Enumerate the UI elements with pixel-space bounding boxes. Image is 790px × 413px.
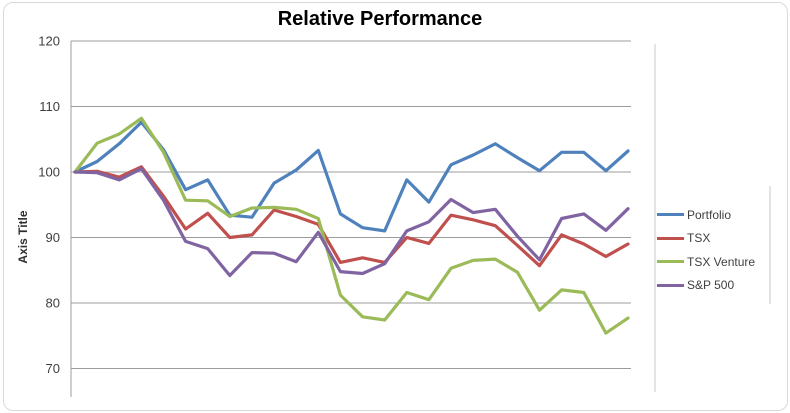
legend-item-s-p-500[interactable]: S&P 500 — [657, 274, 755, 298]
y-tick-label-110: 110 — [39, 99, 60, 114]
legend-swatch-portfolio — [657, 213, 684, 217]
series-line-portfolio[interactable] — [73, 120, 630, 233]
y-tick-label-90: 90 — [46, 230, 60, 245]
series-line-s-p-500[interactable] — [73, 167, 630, 278]
legend-item-portfolio[interactable]: Portfolio — [657, 203, 755, 227]
chart-title: Relative Performance — [277, 8, 483, 30]
legend-label-portfolio: Portfolio — [687, 207, 732, 222]
legend-swatch-tsx-venture — [657, 260, 684, 264]
legend-label-tsx-venture: TSX Venture — [687, 254, 756, 269]
series-line-tsx-venture[interactable] — [73, 116, 630, 335]
y-tick-label-120: 120 — [38, 34, 60, 49]
legend-swatch-tsx — [657, 236, 684, 240]
legend-label-tsx: TSX — [687, 231, 711, 246]
legend-label-s-p-500: S&P 500 — [687, 278, 735, 293]
legend-item-tsx[interactable]: TSX — [657, 227, 755, 251]
chart-legend: Portfolio TSX TSX Venture S&P 500 — [657, 203, 755, 297]
legend-item-tsx-venture[interactable]: TSX Venture — [657, 250, 755, 274]
y-axis-title: Axis Title — [16, 210, 30, 263]
y-tick-label-70: 70 — [46, 361, 60, 376]
y-tick-label-80: 80 — [46, 296, 60, 311]
legend-swatch-s-p-500 — [657, 283, 684, 287]
series-line-tsx[interactable] — [73, 165, 630, 268]
y-tick-label-100: 100 — [38, 165, 60, 180]
